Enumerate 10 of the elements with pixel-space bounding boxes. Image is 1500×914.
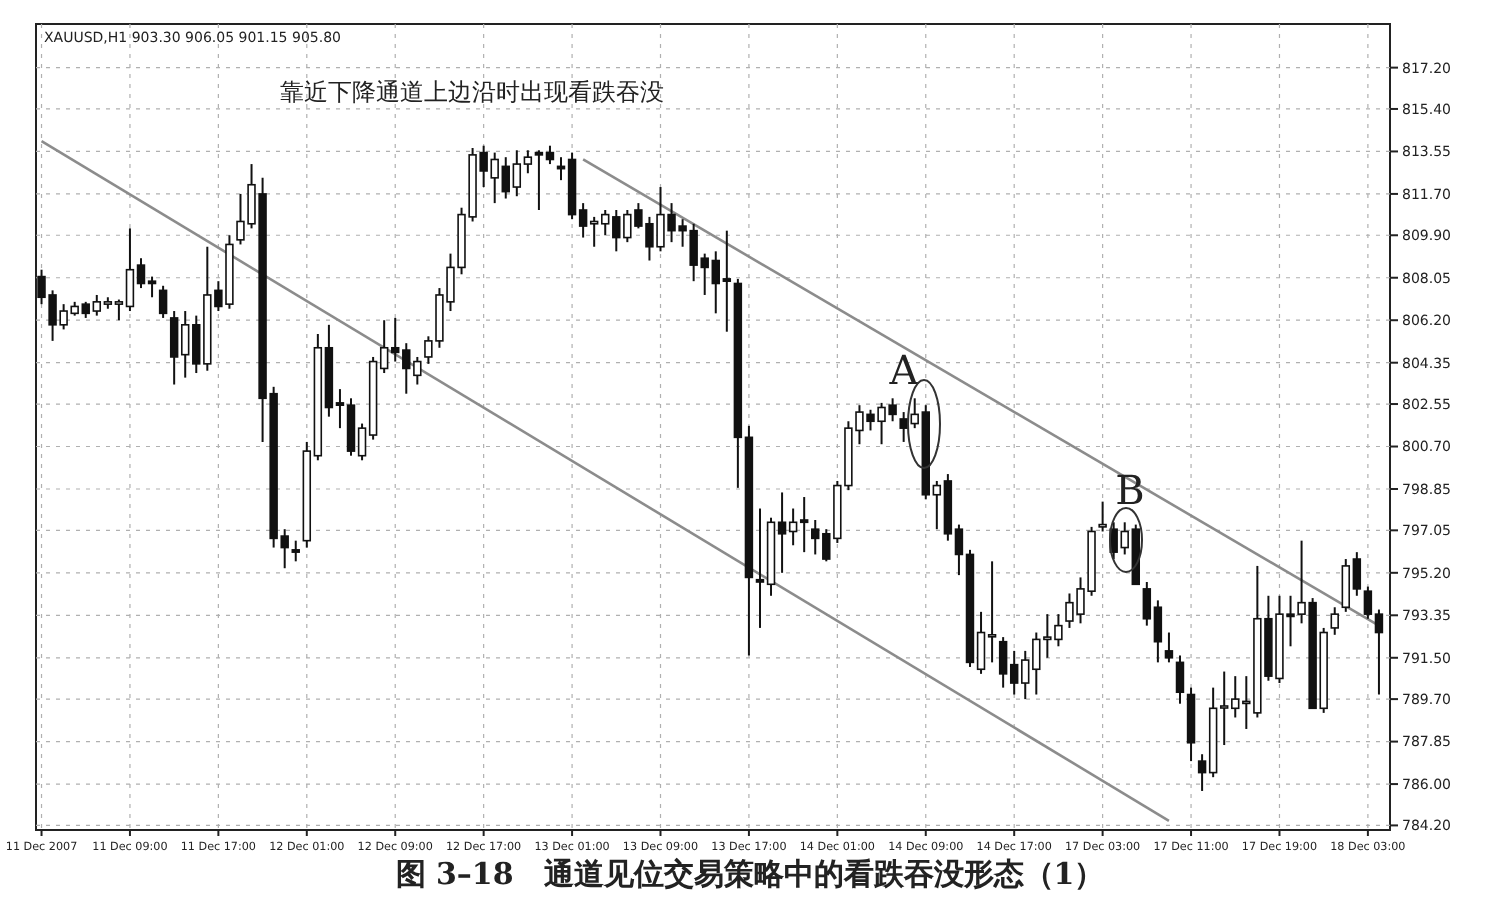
annotation: 靠近下降通道上边沿时出现看跌吞没 [280,78,664,106]
candlestick [1164,631,1174,664]
annotation: B [1115,466,1145,514]
candlestick [1098,500,1107,533]
text: 图 3–18 通道见位交易策略中的看跌吞没形态（1） [395,856,1105,892]
candlestick [291,539,300,563]
candlestick [1330,606,1339,636]
candlestick [1175,654,1185,705]
candlestick [158,284,168,319]
annotation: A [887,346,920,394]
